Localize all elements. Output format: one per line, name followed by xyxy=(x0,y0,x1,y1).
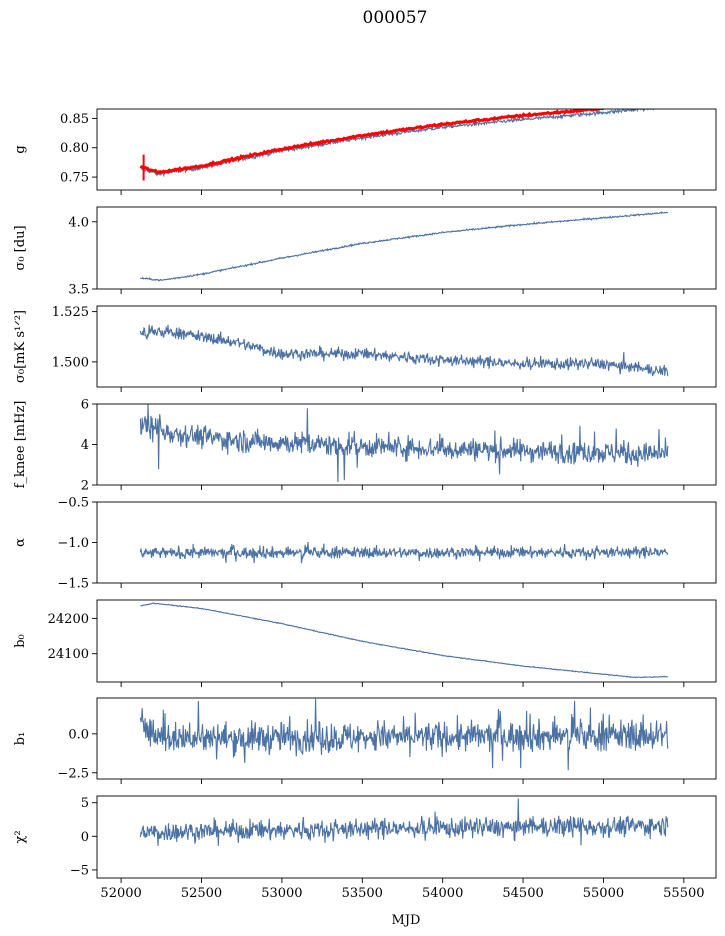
y-axis-label-b0: b₀ xyxy=(13,634,28,648)
y-tick-label: 24200 xyxy=(48,612,89,627)
panel-chi2: −5 0 5 52000 52500 53000 53500 54000 54500 55000 5… xyxy=(13,795,717,901)
panel-sigma0: 3.5 4.0 σ₀ [du] xyxy=(13,206,717,298)
fit-line-g xyxy=(139,109,604,175)
y-tick-label: 0.85 xyxy=(60,112,89,127)
series-line-g xyxy=(140,109,664,178)
y-tick-label: −0.5 xyxy=(57,496,89,511)
series-line-chi2 xyxy=(139,798,669,846)
y-tick-label: 3.5 xyxy=(68,283,89,298)
x-axis-label: MJD xyxy=(392,913,421,928)
y-tick-label: 4 xyxy=(81,438,89,453)
series-line-sigma0-sensitivity xyxy=(139,324,669,377)
y-tick-label: 6 xyxy=(81,398,89,413)
panel-sigma0-sensitivity: 1.500 1.525 σ₀[mK s¹ᐟ²] xyxy=(13,305,717,392)
y-tick-label: 24100 xyxy=(48,647,89,662)
y-tick-label: 0 xyxy=(81,830,89,845)
x-tick-label: 52000 xyxy=(100,886,141,901)
x-tick-label: 55500 xyxy=(663,886,704,901)
series-line-b0 xyxy=(140,602,668,679)
y-tick-label: 0.80 xyxy=(60,141,89,156)
y-axis-label-sigma0-sensitivity: σ₀[mK s¹ᐟ²] xyxy=(13,310,28,383)
panel-frame xyxy=(96,305,717,388)
panel-frame xyxy=(96,108,717,191)
y-axis-label-sigma0: σ₀ [du] xyxy=(13,225,28,270)
y-tick-label: 1.525 xyxy=(52,305,89,320)
panel-frame xyxy=(96,697,717,780)
y-axis-label-fknee: f_knee [mHz] xyxy=(13,401,28,489)
x-tick-label: 52500 xyxy=(181,886,222,901)
panel-g: 0.75 0.80 0.85 g xyxy=(13,108,717,195)
y-axis-label-alpha: α xyxy=(13,538,28,547)
series-line-b1 xyxy=(139,698,669,771)
y-tick-label: 2 xyxy=(81,479,89,494)
y-tick-label: 4.0 xyxy=(68,215,89,230)
series-line-fknee xyxy=(139,404,669,483)
chart-title: 000057 xyxy=(363,8,428,28)
x-tick-label: 53500 xyxy=(342,886,383,901)
y-tick-label: 1.500 xyxy=(52,355,89,370)
panel-b1: −2.5 0.0 b₁ xyxy=(13,697,717,784)
x-tick-label: 54000 xyxy=(422,886,463,901)
y-tick-label: −2.5 xyxy=(57,766,89,781)
y-tick-label: 0.0 xyxy=(68,727,89,742)
panel-frame xyxy=(96,795,717,879)
panel-fknee: 2 4 6 f_knee [mHz] xyxy=(13,398,717,494)
panel-frame xyxy=(96,501,717,584)
panel-frame xyxy=(96,599,717,683)
panel-frame xyxy=(96,206,717,290)
y-tick-label: −5 xyxy=(70,863,89,878)
y-axis-label-chi2: χ² xyxy=(13,830,28,843)
series-line-sigma0 xyxy=(140,211,669,282)
x-tick-label: 53000 xyxy=(261,886,302,901)
y-tick-label: −1.5 xyxy=(57,577,89,592)
panel-b0: 24100 24200 b₀ xyxy=(13,599,717,687)
y-axis-label-g: g xyxy=(13,145,28,153)
x-tick-label: 55000 xyxy=(583,886,624,901)
y-tick-label: 5 xyxy=(81,796,89,811)
x-tick-label: 54500 xyxy=(502,886,543,901)
y-axis-label-b1: b₁ xyxy=(13,732,28,746)
series-line-alpha xyxy=(139,541,669,564)
y-tick-label: −1.0 xyxy=(57,536,89,551)
panel-alpha: −1.5 −1.0 −0.5 α xyxy=(13,496,717,592)
y-tick-label: 0.75 xyxy=(60,171,89,186)
